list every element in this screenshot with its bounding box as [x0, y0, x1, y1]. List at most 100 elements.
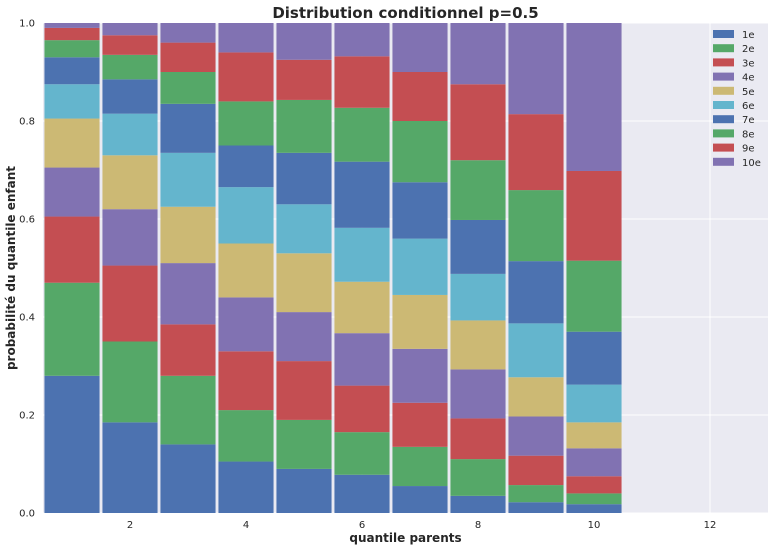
x-axis-label: quantile parents: [349, 531, 461, 545]
tick-labels: 2 4 6 8 10 12 0.0 0.2 0.4 0.6 0.8 1.0: [19, 19, 716, 532]
bar-segment-4e-q9: [508, 416, 564, 456]
bar-segment-6e-q4: [218, 187, 274, 244]
bar-segment-1e-q5: [276, 468, 332, 513]
bar-segment-10e-q8: [450, 23, 506, 85]
bar-segment-5e-q8: [450, 320, 506, 370]
bar-segment-9e-q8: [450, 84, 506, 161]
bar-segment-10e-q3: [160, 23, 216, 43]
bar-segment-2e-q3: [160, 375, 216, 445]
bar-segment-7e-q6: [334, 161, 390, 228]
legend-label-4e: 4e: [742, 73, 755, 84]
bar-segment-7e-q3: [160, 103, 216, 153]
legend-label-6e: 6e: [742, 101, 755, 112]
bar-segment-2e-q4: [218, 410, 274, 462]
bar-segment-3e-q7: [392, 402, 448, 447]
legend-label-10e: 10e: [742, 158, 761, 169]
bar-segment-3e-q3: [160, 324, 216, 376]
legend-label-7e: 7e: [742, 115, 755, 126]
bar-segment-4e-q2: [102, 209, 158, 266]
bar-segment-8e-q6: [334, 107, 390, 162]
y-tick-label: 0.8: [19, 117, 35, 128]
x-tick-label: 12: [704, 520, 717, 531]
legend-swatch-8e: [713, 129, 734, 138]
bar-segment-1e-q3: [160, 444, 216, 513]
bar-segment-7e-q9: [508, 261, 564, 324]
bar-segment-7e-q10: [566, 331, 622, 385]
bar-segment-4e-q3: [160, 263, 216, 325]
bar-segment-9e-q1: [44, 27, 100, 41]
bar-segment-6e-q2: [102, 113, 158, 156]
bar-segment-8e-q1: [44, 40, 100, 58]
bar-segment-1e-q7: [392, 486, 448, 513]
bar-segment-2e-q2: [102, 341, 158, 423]
bar-segment-1e-q2: [102, 422, 158, 513]
legend-swatch-6e: [713, 101, 734, 109]
bar-segment-2e-q7: [392, 446, 448, 487]
chart-title: Distribution conditionnel p=0.5: [272, 4, 538, 22]
legend-swatch-7e: [713, 115, 734, 124]
legend-swatch-1e: [713, 30, 734, 38]
bar-segment-8e-q3: [160, 72, 216, 104]
bar-segment-5e-q4: [218, 243, 274, 298]
x-tick-label: 2: [127, 520, 133, 531]
bar-segment-9e-q6: [334, 56, 390, 108]
bar-segment-7e-q2: [102, 79, 158, 114]
bar-segment-8e-q4: [218, 101, 274, 146]
bar-segment-1e-q6: [334, 474, 390, 513]
bar-segment-7e-q5: [276, 152, 332, 205]
bar-segment-7e-q1: [44, 57, 100, 85]
bar-segment-6e-q8: [450, 273, 506, 321]
legend-label-3e: 3e: [742, 58, 755, 69]
legend: 1e 2e 3e 4e 5e 6e 7e 8e 9e 10e: [713, 30, 761, 169]
bar-segment-5e-q5: [276, 253, 332, 313]
bar-segment-6e-q9: [508, 323, 564, 378]
bar-segment-1e-q10: [566, 504, 622, 513]
bar-segment-10e-q4: [218, 23, 274, 53]
bar-segment-9e-q9: [508, 114, 564, 191]
legend-swatch-2e: [713, 44, 734, 53]
bar-segment-5e-q2: [102, 155, 158, 210]
y-tick-label: 0.4: [19, 313, 35, 324]
bar-segment-6e-q1: [44, 84, 100, 119]
bar-segment-4e-q5: [276, 312, 332, 362]
bar-segment-8e-q5: [276, 99, 332, 153]
legend-swatch-10e: [713, 157, 734, 166]
x-tick-label: 6: [359, 520, 365, 531]
legend-label-5e: 5e: [742, 87, 755, 98]
bar-segment-9e-q10: [566, 170, 622, 261]
bar-segment-2e-q10: [566, 493, 622, 505]
bar-segment-3e-q5: [276, 361, 332, 420]
bar-segment-5e-q7: [392, 294, 448, 349]
legend-label-1e: 1e: [742, 30, 755, 41]
bar-segment-1e-q4: [218, 461, 274, 513]
y-axis-label: probabilité du quantile enfant: [4, 166, 18, 370]
bar-segment-5e-q6: [334, 281, 390, 334]
bar-segment-2e-q1: [44, 282, 100, 376]
bar-segment-6e-q6: [334, 227, 390, 282]
bar-segment-9e-q7: [392, 72, 448, 121]
bar-segment-10e-q2: [102, 23, 158, 36]
y-tick-label: 1.0: [19, 19, 35, 30]
bar-segment-5e-q1: [44, 118, 100, 168]
legend-swatch-3e: [713, 58, 734, 67]
bar-segment-8e-q9: [508, 190, 564, 262]
bar-segment-10e-q5: [276, 23, 332, 60]
bar-segment-7e-q4: [218, 145, 274, 188]
legend-label-8e: 8e: [742, 129, 755, 140]
bar-segment-4e-q4: [218, 297, 274, 352]
bar-segment-1e-q9: [508, 502, 564, 513]
bar-segment-2e-q8: [450, 459, 506, 496]
bar-segment-6e-q10: [566, 384, 622, 423]
x-tick-label: 4: [243, 520, 249, 531]
legend-label-2e: 2e: [742, 44, 755, 55]
y-tick-label: 0.6: [19, 215, 35, 226]
bar-segment-5e-q3: [160, 206, 216, 264]
bar-segment-9e-q2: [102, 35, 158, 55]
bar-segment-3e-q10: [566, 476, 622, 494]
bar-segment-2e-q6: [334, 432, 390, 475]
bar-segment-10e-q1: [44, 23, 100, 28]
x-tick-label: 10: [588, 520, 601, 531]
bar-segment-4e-q8: [450, 369, 506, 419]
y-tick-label: 0.0: [19, 509, 35, 520]
